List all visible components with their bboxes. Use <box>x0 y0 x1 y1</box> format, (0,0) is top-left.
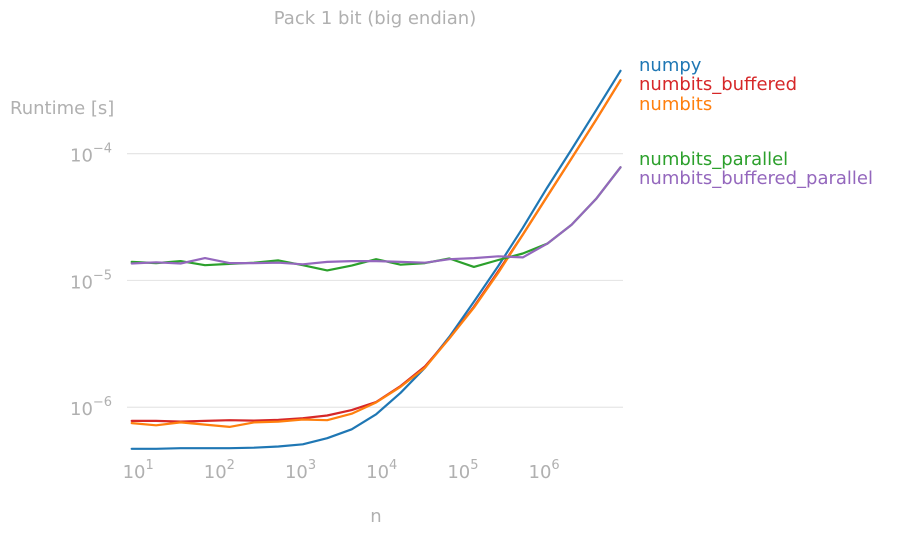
x-tick-label: 106 <box>529 458 560 483</box>
x-tick-label: 103 <box>285 458 316 483</box>
y-tick-base: 10 <box>70 146 93 167</box>
y-tick-exponent: −5 <box>93 268 112 283</box>
x-tick-exponent: 6 <box>551 458 559 473</box>
x-tick-exponent: 3 <box>308 458 316 473</box>
legend-label-numbits: numbits <box>639 94 712 115</box>
y-tick-label: 10−4 <box>70 142 112 167</box>
x-tick-exponent: 4 <box>389 458 397 473</box>
x-tick-base: 10 <box>447 462 470 483</box>
legend-label-numpy: numpy <box>639 55 702 76</box>
legend-label-numbits-buffered: numbits_buffered <box>639 74 797 95</box>
x-tick-exponent: 2 <box>227 458 235 473</box>
y-tick-labels: 10−610−510−4 <box>70 142 112 421</box>
series-line-numbits <box>130 79 622 428</box>
chart-title: Pack 1 bit (big endian) <box>274 8 476 29</box>
y-tick-exponent: −6 <box>93 395 112 410</box>
x-axis-label: n <box>370 506 381 527</box>
y-tick-base: 10 <box>70 272 93 293</box>
x-tick-label: 105 <box>447 458 478 483</box>
y-tick-label: 10−5 <box>70 268 112 293</box>
x-tick-label: 101 <box>123 458 154 483</box>
series-line-numbits-parallel <box>130 166 622 272</box>
x-tick-labels: 101 102 103 104 105 106 <box>123 458 560 483</box>
x-tick-label: 104 <box>366 458 397 483</box>
gridlines <box>127 153 623 408</box>
series-lines <box>130 69 622 450</box>
series-line-numpy <box>130 69 622 450</box>
series-line-numbits-buffered-parallel <box>130 166 622 266</box>
x-tick-label: 102 <box>204 458 235 483</box>
y-tick-label: 10−6 <box>70 395 112 420</box>
y-tick-base: 10 <box>70 399 93 420</box>
x-tick-base: 10 <box>366 462 389 483</box>
x-tick-base: 10 <box>123 462 146 483</box>
legend-label-numbits-parallel: numbits_parallel <box>639 149 788 170</box>
x-tick-exponent: 5 <box>470 458 478 473</box>
x-tick-base: 10 <box>529 462 552 483</box>
y-axis-label: Runtime [s] <box>10 98 114 119</box>
series-line-numbits-buffered <box>130 79 622 423</box>
x-tick-base: 10 <box>285 462 308 483</box>
y-tick-exponent: −4 <box>93 142 112 157</box>
legend-label-numbits-buffered-parallel: numbits_buffered_parallel <box>639 168 873 189</box>
x-tick-base: 10 <box>204 462 227 483</box>
x-tick-exponent: 1 <box>145 458 153 473</box>
